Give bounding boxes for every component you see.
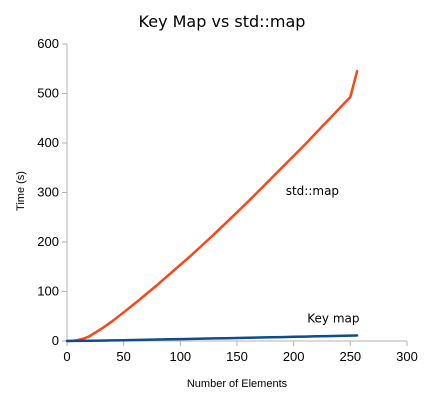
x-tick-label: 300	[396, 349, 418, 364]
x-tick-label: 0	[63, 349, 70, 364]
x-tick-label: 150	[226, 349, 248, 364]
series-line-std-map	[65, 69, 359, 343]
y-tick-label: 400	[37, 135, 59, 150]
y-axis-label: Time (s)	[15, 171, 27, 211]
chart-title: Key Map vs std::map	[139, 12, 306, 31]
x-axis-label: Number of Elements	[187, 378, 288, 390]
y-tick-label: 100	[37, 284, 59, 299]
y-tick-label: 200	[37, 234, 59, 249]
x-tick-label: 50	[116, 349, 130, 364]
series-annotation: Key map	[307, 312, 359, 326]
y-tick-label: 0	[52, 333, 59, 348]
series-line-key-map	[65, 334, 359, 343]
y-tick-label: 600	[37, 36, 59, 51]
x-tick-label: 100	[169, 349, 191, 364]
y-tick-label: 500	[37, 86, 59, 101]
y-tick-label: 300	[37, 185, 59, 200]
x-tick-label: 250	[339, 349, 361, 364]
x-axis-ticks: 0 50 100 150 200 250 300	[63, 341, 418, 364]
x-tick-label: 200	[283, 349, 305, 364]
series-lines	[65, 69, 359, 343]
y-axis-ticks: 0 100 200 300 400 500 600	[37, 36, 67, 348]
series-annotation: std::map	[286, 184, 339, 198]
